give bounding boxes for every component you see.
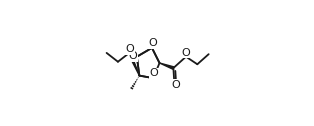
Text: O: O [181, 48, 190, 58]
Text: O: O [129, 51, 138, 61]
Text: O: O [172, 80, 181, 90]
Text: O: O [149, 68, 158, 78]
Polygon shape [128, 52, 139, 76]
Polygon shape [160, 63, 174, 69]
Text: O: O [126, 44, 134, 54]
Text: O: O [148, 38, 157, 49]
